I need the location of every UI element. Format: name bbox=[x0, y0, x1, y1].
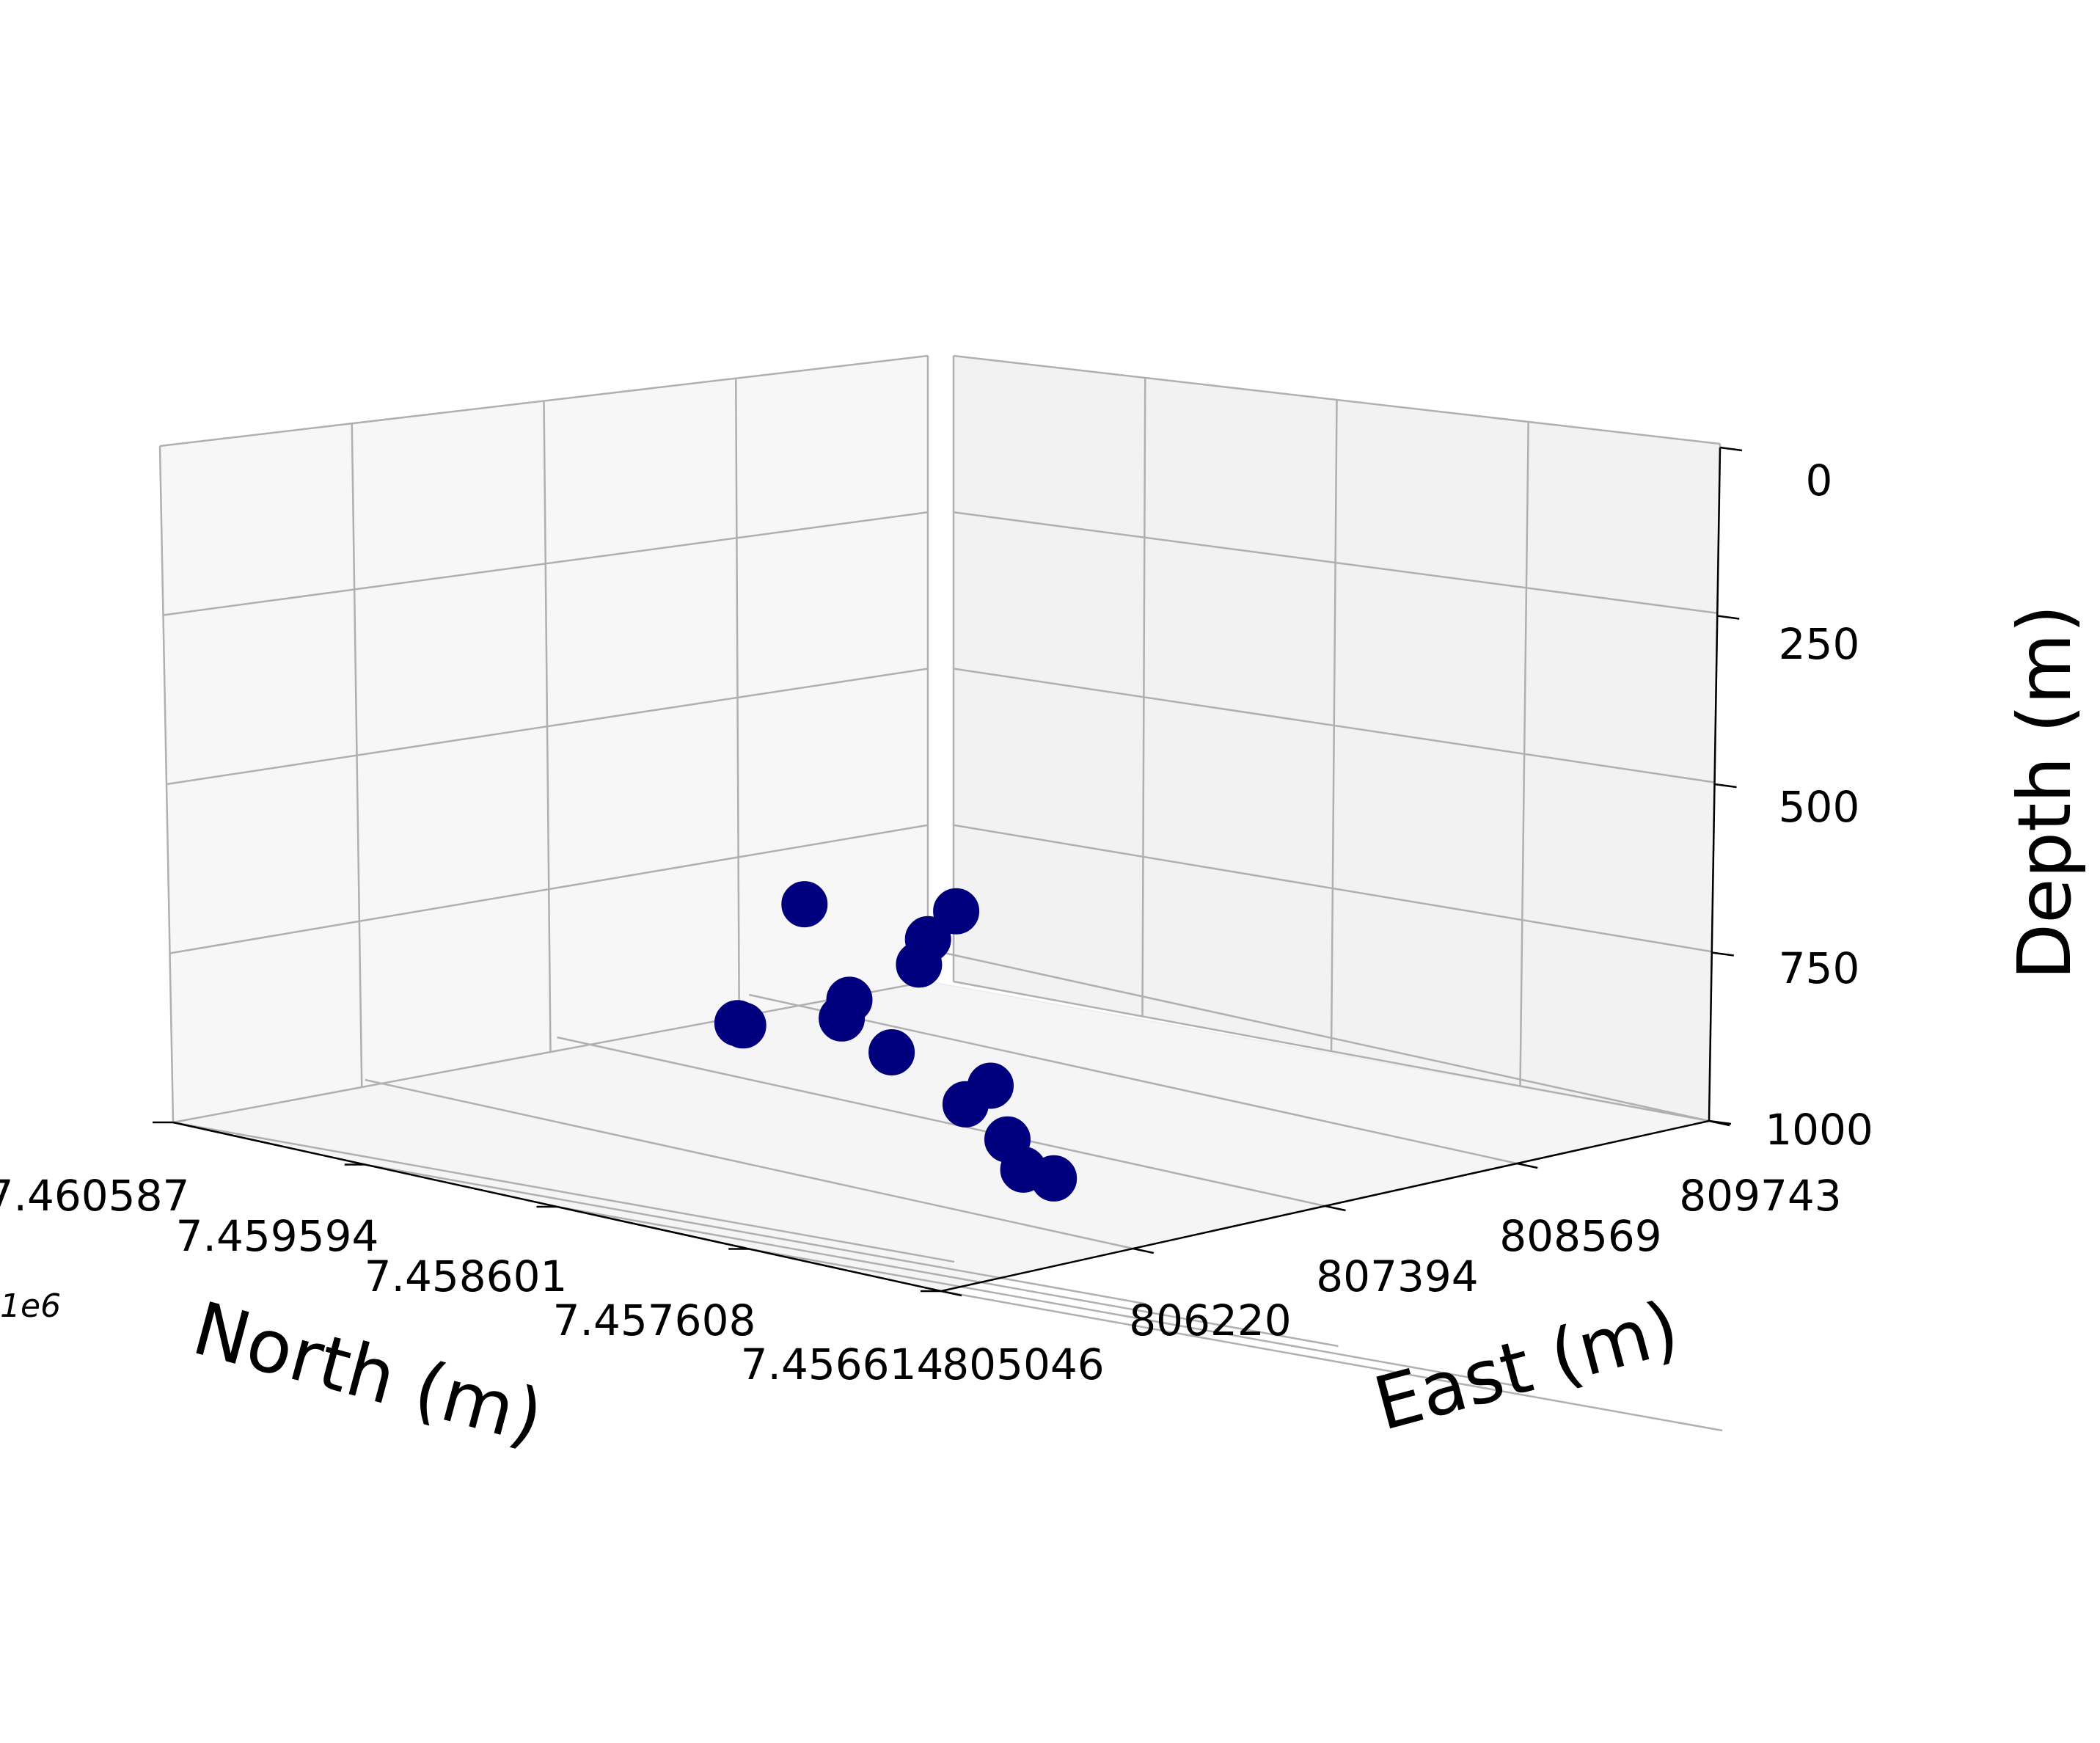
east-tick-label: 809743 bbox=[1679, 1171, 1841, 1221]
north-axis-label: North (m) bbox=[185, 1285, 552, 1461]
east-tick bbox=[1325, 1205, 1346, 1212]
axis-ticks: 7.4605877.4595947.4586017.4576087.456614… bbox=[0, 446, 1873, 1389]
axis-panes bbox=[158, 354, 1722, 1293]
east-grid-wall bbox=[1519, 421, 1529, 1086]
east-grid-wall bbox=[1330, 399, 1338, 1052]
depth-tick bbox=[1719, 446, 1743, 452]
depth-tick bbox=[1708, 1119, 1732, 1125]
north-grid-wall bbox=[735, 378, 740, 1017]
data-point bbox=[781, 881, 828, 928]
north-grid-wall bbox=[543, 401, 552, 1053]
north-grid-floor bbox=[557, 1205, 1339, 1348]
east-tick-label: 808569 bbox=[1499, 1211, 1661, 1261]
east-grid-floor bbox=[748, 993, 1518, 1165]
north-grid-wall bbox=[158, 445, 175, 1123]
data-point bbox=[933, 888, 980, 935]
east-tick bbox=[1133, 1247, 1155, 1254]
east-tick-label: 805046 bbox=[942, 1340, 1104, 1389]
data-point bbox=[826, 976, 873, 1023]
north-tick-label: 7.456614 bbox=[741, 1340, 944, 1389]
north-tick-label: 7.459594 bbox=[176, 1211, 379, 1261]
data-point bbox=[904, 916, 951, 962]
depth-tick bbox=[1714, 783, 1737, 789]
depth-tick-label: 0 bbox=[1806, 456, 1833, 505]
north-grid-floor bbox=[365, 1163, 1146, 1305]
data-points bbox=[714, 881, 1078, 1202]
north-grid-floor bbox=[940, 1290, 1723, 1432]
depth-tick bbox=[1711, 951, 1734, 957]
east-axis-label: East (m) bbox=[1366, 1284, 1688, 1447]
depth-tick-label: 750 bbox=[1779, 943, 1860, 993]
east-grid-floor bbox=[365, 1078, 1134, 1250]
depth-tick-label: 500 bbox=[1779, 782, 1860, 832]
east-grid-wall bbox=[1141, 377, 1146, 1017]
north-tick-label: 7.458601 bbox=[365, 1251, 568, 1301]
data-point bbox=[868, 1029, 915, 1075]
data-point bbox=[1031, 1155, 1078, 1202]
depth-tick bbox=[1717, 615, 1740, 620]
north-grid-floor bbox=[172, 1121, 955, 1263]
data-point bbox=[967, 1062, 1014, 1109]
north-grid-floor bbox=[749, 1248, 1531, 1389]
east-tick-label: 807394 bbox=[1316, 1251, 1478, 1301]
depth-tick-label: 1000 bbox=[1765, 1105, 1873, 1155]
data-point bbox=[720, 1002, 767, 1049]
north-offset-label: 1e6 bbox=[0, 1287, 61, 1325]
north-tick-label: 7.460587 bbox=[0, 1171, 189, 1221]
east-grid-floor bbox=[557, 1036, 1325, 1207]
east-tick-label: 806220 bbox=[1129, 1296, 1291, 1345]
north-tick-label: 7.457608 bbox=[553, 1296, 756, 1345]
depth-tick-label: 250 bbox=[1779, 619, 1860, 669]
east-tick bbox=[1516, 1162, 1538, 1169]
depth-axis-label: Depth (m) bbox=[2002, 604, 2088, 980]
east-grid-floor bbox=[940, 951, 1710, 1122]
east-tick bbox=[940, 1290, 962, 1297]
north-grid-wall bbox=[351, 423, 363, 1088]
